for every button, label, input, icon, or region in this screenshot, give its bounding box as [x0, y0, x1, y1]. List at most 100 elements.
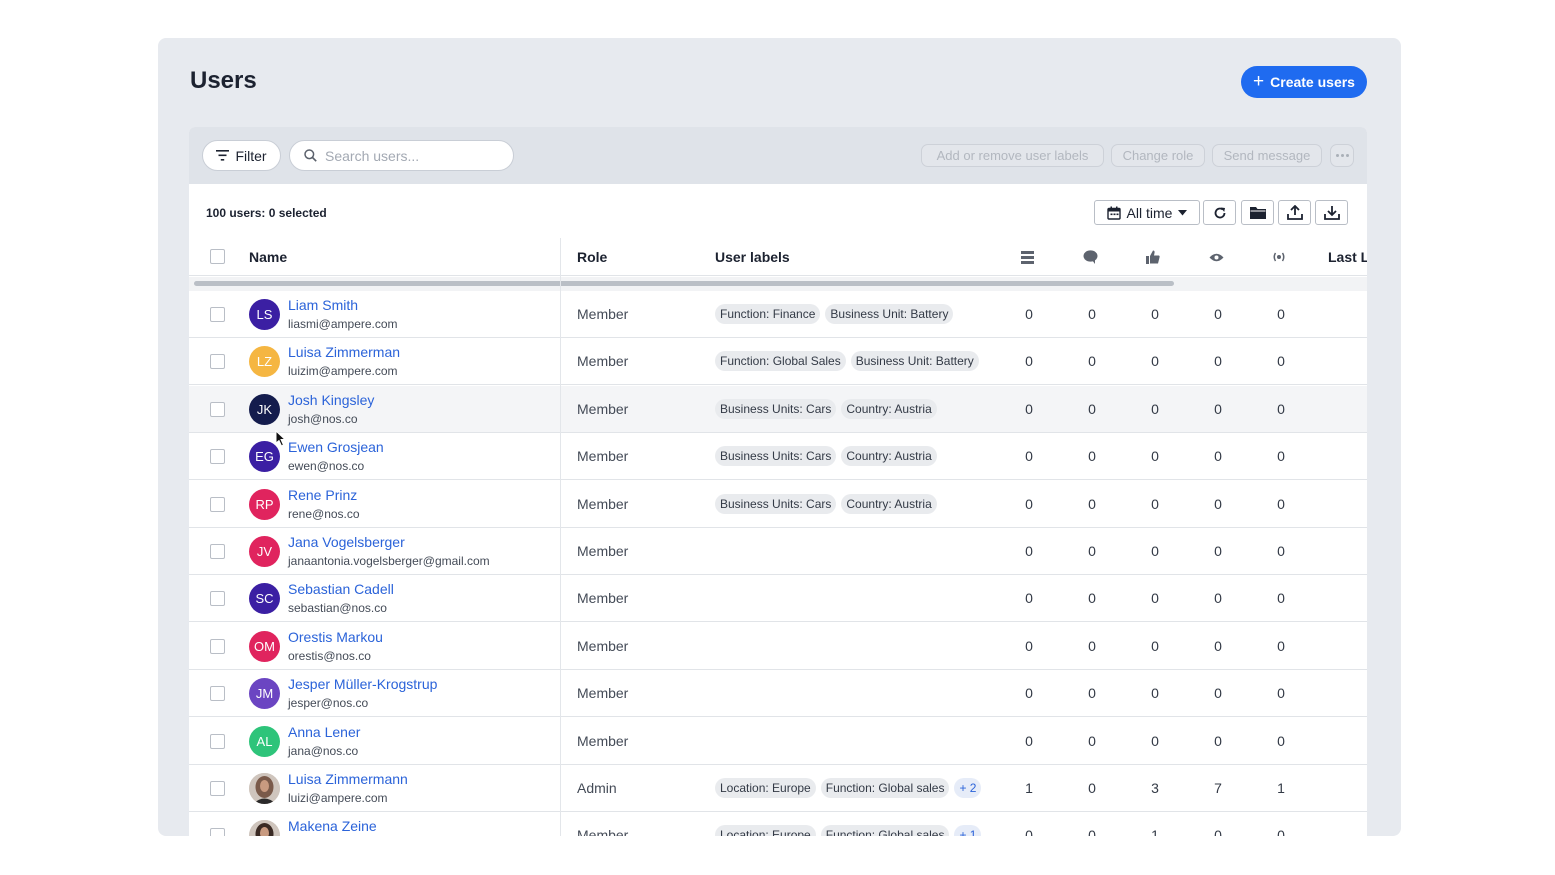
table-row[interactable]: JK Josh Kingsley josh@nos.co Member Business… [189, 385, 1367, 433]
calendar-icon [1106, 206, 1121, 220]
download-icon [1323, 206, 1340, 220]
more-actions-button[interactable] [1330, 144, 1354, 167]
user-name-link[interactable]: Rene Prinz [288, 486, 358, 503]
stat-likes-count: 0 [1151, 400, 1159, 417]
table-row[interactable]: Luisa Zimmermann luizi@ampere.com Admin Loc… [189, 765, 1367, 812]
table-row[interactable]: SC Sebastian Cadell sebastian@nos.co Member… [189, 575, 1367, 623]
folder-icon [1249, 207, 1266, 219]
user-name-link[interactable]: Makena Zeine [288, 818, 377, 835]
filter-button[interactable]: Filter [202, 140, 281, 171]
user-name-link[interactable]: Orestis Markou [288, 628, 383, 645]
stat-posts-count: 0 [1025, 732, 1033, 749]
stat-likes-count: 0 [1151, 495, 1159, 512]
table-row[interactable]: JM Jesper Müller-Krogstrup jesper@nos.co Me… [189, 670, 1367, 718]
send-message-button[interactable]: Send message [1212, 144, 1322, 167]
stat-posts-count: 0 [1025, 306, 1033, 322]
column-divider [560, 238, 561, 836]
user-role: Member [577, 732, 629, 749]
user-name-link[interactable]: Luisa Zimmermann [288, 771, 408, 787]
avatar-photo [249, 820, 280, 836]
header-last-login[interactable]: Last L [1328, 249, 1367, 265]
stat-posts-count: 0 [1025, 353, 1033, 370]
table-row[interactable]: OM Orestis Markou orestis@nos.co Member 0 0 0 0… [189, 622, 1367, 670]
row-checkbox[interactable] [210, 828, 225, 836]
add-remove-labels-button[interactable]: Add or remove user labels [921, 144, 1104, 167]
folder-button[interactable] [1241, 200, 1274, 225]
row-checkbox[interactable] [210, 496, 225, 512]
user-label-tag: Business Units: Cars [715, 493, 837, 514]
caret-down-icon [1178, 209, 1188, 215]
row-checkbox[interactable] [210, 638, 225, 654]
avatar: LS [249, 299, 280, 330]
table-row[interactable]: EG Ewen Grosjean ewen@nos.co Member Business… [189, 433, 1367, 481]
refresh-button[interactable] [1203, 200, 1236, 225]
scrollbar-thumb[interactable] [194, 281, 1174, 286]
user-name-link[interactable]: Sebastian Cadell [288, 581, 394, 598]
table-row[interactable]: RP Rene Prinz rene@nos.co Member Business Un… [189, 480, 1367, 528]
user-name-link[interactable]: Anna Lener [288, 723, 361, 740]
row-checkbox[interactable] [210, 686, 225, 702]
more-labels-badge[interactable]: + 1 [954, 825, 982, 836]
table-row[interactable]: LS Liam Smith liasmi@ampere.com Member Funct… [189, 291, 1367, 338]
table-row[interactable]: Makena Zeine Member Location: Europe Functi… [189, 812, 1367, 836]
row-checkbox[interactable] [210, 591, 225, 607]
stat-views-count: 0 [1214, 495, 1222, 512]
create-users-button[interactable]: + Create users [1241, 66, 1367, 98]
change-role-button[interactable]: Change role [1111, 144, 1205, 167]
row-checkbox[interactable] [210, 449, 225, 465]
stat-comments-count: 0 [1088, 353, 1096, 370]
horizontal-scrollbar[interactable] [189, 277, 1367, 291]
stat-likes-count: 0 [1151, 353, 1159, 370]
header-role[interactable]: Role [577, 249, 608, 265]
user-email: luizim@ampere.com [288, 364, 398, 379]
stat-broadcast-count: 0 [1277, 400, 1285, 417]
upload-icon [1286, 205, 1303, 220]
stat-broadcast-count: 0 [1277, 827, 1285, 836]
posts-icon[interactable] [1019, 249, 1035, 265]
stat-views-count: 0 [1214, 685, 1222, 702]
avatar-initials: LZ [256, 354, 273, 370]
avatar-initials: LS [256, 307, 273, 322]
header-user-labels[interactable]: User labels [715, 249, 790, 265]
date-range-dropdown[interactable]: All time [1094, 200, 1200, 225]
user-name-link[interactable]: Ewen Grosjean [288, 439, 384, 456]
views-icon[interactable] [1208, 249, 1224, 265]
user-labels: Function: Global Sales Business Unit: Bat… [715, 351, 979, 372]
table-row[interactable]: AL Anna Lener jana@nos.co Member 0 0 0 0 0 [189, 717, 1367, 765]
user-name-link[interactable]: Liam Smith [288, 297, 359, 313]
users-table-card: Filter Add or remove user labels Change … [189, 127, 1367, 836]
user-name-link[interactable]: Jesper Müller-Krogstrup [288, 676, 438, 693]
user-name-link[interactable]: Jana Vogelsberger [288, 534, 405, 550]
upload-button[interactable] [1278, 200, 1311, 225]
table-row[interactable]: JV Jana Vogelsberger janaantonia.vogelsber… [189, 528, 1367, 575]
comments-icon[interactable] [1082, 249, 1098, 265]
stat-likes-count: 0 [1151, 637, 1159, 654]
header-name[interactable]: Name [249, 249, 288, 265]
row-checkbox[interactable] [210, 781, 225, 796]
likes-icon[interactable] [1145, 249, 1161, 265]
search-box[interactable] [289, 140, 514, 171]
broadcast-icon[interactable] [1271, 249, 1287, 265]
stat-views-count: 0 [1214, 590, 1222, 607]
user-email: orestis@nos.co [288, 648, 371, 663]
user-label-tag: Function: Global sales [820, 825, 950, 836]
select-all-checkbox[interactable] [210, 249, 225, 264]
row-checkbox[interactable] [210, 401, 225, 417]
more-labels-badge[interactable]: + 2 [954, 778, 982, 798]
row-checkbox[interactable] [210, 544, 225, 559]
stat-posts-count: 0 [1025, 637, 1033, 654]
row-checkbox[interactable] [210, 733, 225, 749]
stat-likes-count: 1 [1151, 827, 1159, 836]
avatar-initials: JV [256, 544, 273, 559]
stat-comments-count: 0 [1088, 685, 1096, 702]
search-input[interactable] [325, 147, 495, 164]
user-name-link[interactable]: Luisa Zimmerman [288, 344, 401, 361]
download-button[interactable] [1315, 200, 1348, 225]
row-checkbox[interactable] [210, 354, 225, 370]
user-name-link[interactable]: Josh Kingsley [288, 391, 375, 408]
user-role: Member [577, 637, 629, 654]
stat-views-count: 0 [1214, 732, 1222, 749]
row-checkbox[interactable] [210, 307, 225, 322]
table-row[interactable]: LZ Luisa Zimmerman luizim@ampere.com Member… [189, 338, 1367, 386]
stat-likes-count: 0 [1151, 543, 1159, 559]
